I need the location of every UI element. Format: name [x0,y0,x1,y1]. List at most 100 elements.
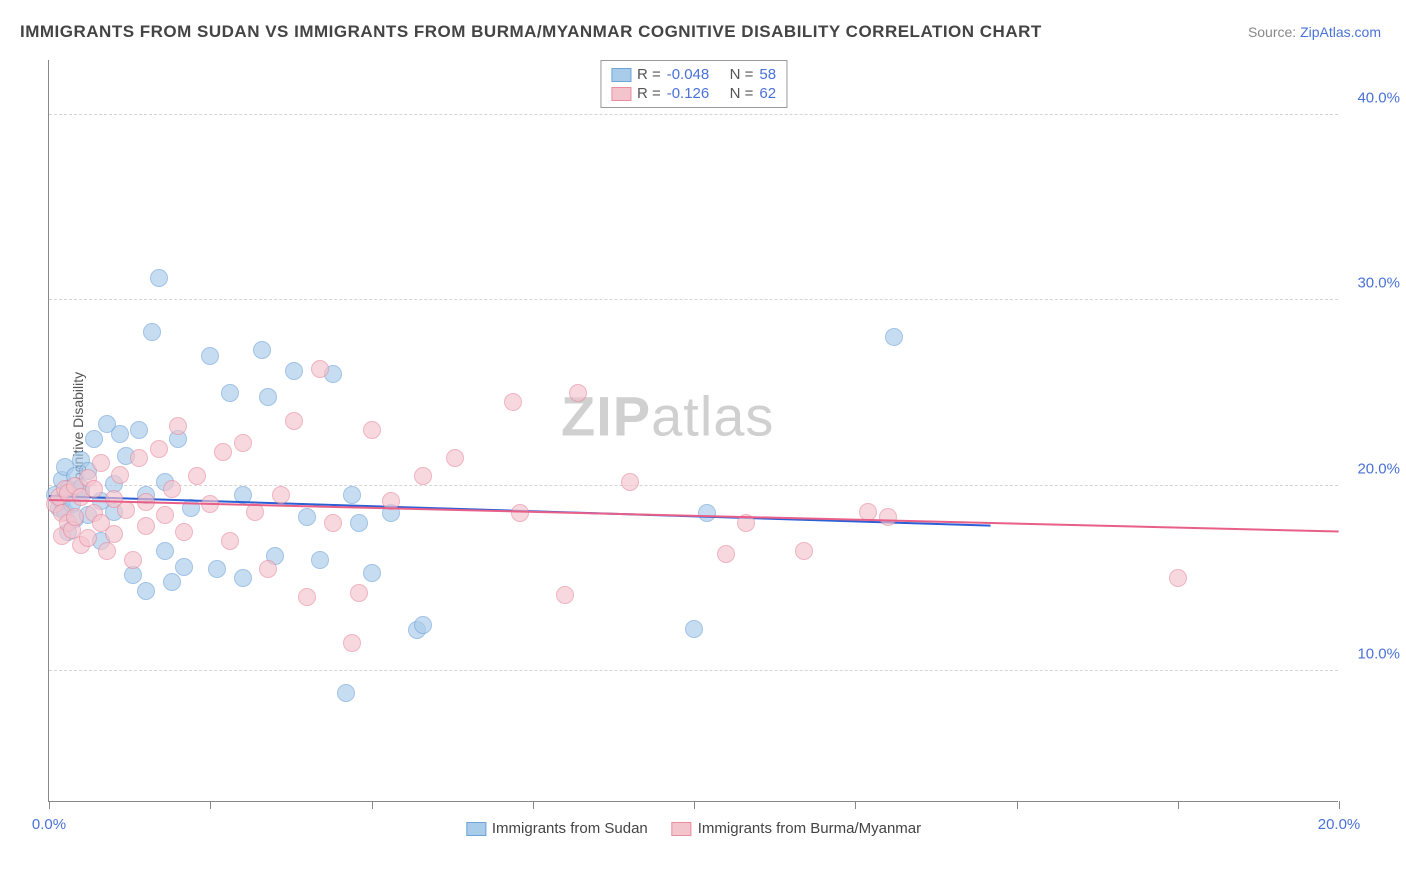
y-tick-label: 30.0% [1357,275,1400,292]
x-tick [49,801,50,809]
x-tick [210,801,211,809]
scatter-point [221,384,239,402]
scatter-point [259,388,277,406]
scatter-point [504,393,522,411]
scatter-point [350,584,368,602]
scatter-point [337,684,355,702]
legend-swatch [466,822,486,836]
scatter-point [201,347,219,365]
scatter-point [163,480,181,498]
scatter-point [446,449,464,467]
scatter-point [885,328,903,346]
scatter-point [324,514,342,532]
source-prefix: Source: [1248,24,1300,40]
chart-title: IMMIGRANTS FROM SUDAN VS IMMIGRANTS FROM… [20,22,1042,42]
scatter-point [214,443,232,461]
scatter-point [111,466,129,484]
legend-series-name: Immigrants from Sudan [492,820,648,837]
gridline [49,114,1338,115]
legend-swatch [611,87,631,101]
legend-series-name: Immigrants from Burma/Myanmar [698,820,921,837]
scatter-point [156,506,174,524]
scatter-point [163,573,181,591]
x-tick [694,801,695,809]
scatter-point [130,449,148,467]
chart-plot-area: Cognitive Disability ZIPatlas R = -0.048… [48,60,1338,802]
scatter-point [343,634,361,652]
scatter-point [685,620,703,638]
x-tick [1339,801,1340,809]
legend-series-item: Immigrants from Sudan [466,820,648,837]
scatter-point [285,412,303,430]
scatter-point [156,542,174,560]
y-tick-label: 10.0% [1357,646,1400,663]
x-tick [1017,801,1018,809]
scatter-point [311,551,329,569]
scatter-point [124,551,142,569]
scatter-point [343,486,361,504]
scatter-point [221,532,239,550]
scatter-point [137,517,155,535]
x-tick-label: 0.0% [32,816,66,833]
scatter-point [511,504,529,522]
scatter-point [79,529,97,547]
scatter-point [363,421,381,439]
legend-swatch [672,822,692,836]
scatter-point [105,525,123,543]
scatter-point [272,486,290,504]
x-tick [1178,801,1179,809]
scatter-point [137,582,155,600]
legend-row: R = -0.126 N = 62 [611,84,776,103]
legend-swatch [611,68,631,82]
scatter-point [1169,569,1187,587]
scatter-point [66,508,84,526]
scatter-point [85,430,103,448]
scatter-point [188,467,206,485]
source-link[interactable]: ZipAtlas.com [1300,24,1381,40]
y-tick-label: 40.0% [1357,89,1400,106]
scatter-point [285,362,303,380]
scatter-point [150,269,168,287]
legend-r-value: -0.126 [667,85,710,102]
source-attribution: Source: ZipAtlas.com [1248,24,1381,40]
scatter-point [150,440,168,458]
scatter-point [698,504,716,522]
scatter-point [117,501,135,519]
legend-r-label: R = [637,85,661,102]
scatter-point [298,588,316,606]
scatter-point [717,545,735,563]
trend-line [49,499,1339,533]
series-legend: Immigrants from Sudan Immigrants from Bur… [466,820,921,837]
watermark: ZIPatlas [561,383,774,448]
y-tick-label: 20.0% [1357,460,1400,477]
scatter-point [92,454,110,472]
correlation-legend: R = -0.048 N = 58R = -0.126 N = 62 [600,60,787,108]
scatter-point [298,508,316,526]
scatter-point [414,616,432,634]
scatter-point [414,467,432,485]
scatter-point [234,569,252,587]
scatter-point [253,341,271,359]
scatter-point [111,425,129,443]
scatter-point [175,523,193,541]
scatter-point [234,434,252,452]
scatter-point [130,421,148,439]
scatter-point [85,480,103,498]
gridline [49,299,1338,300]
scatter-point [259,560,277,578]
legend-r-label: R = [637,66,661,83]
scatter-point [208,560,226,578]
legend-series-item: Immigrants from Burma/Myanmar [672,820,921,837]
x-tick [855,801,856,809]
scatter-point [569,384,587,402]
scatter-point [311,360,329,378]
legend-n-value: 58 [759,66,776,83]
legend-n-value: 62 [759,85,776,102]
scatter-point [795,542,813,560]
x-tick [533,801,534,809]
scatter-point [363,564,381,582]
x-tick [372,801,373,809]
scatter-point [169,417,187,435]
x-tick-label: 20.0% [1318,816,1361,833]
scatter-point [621,473,639,491]
